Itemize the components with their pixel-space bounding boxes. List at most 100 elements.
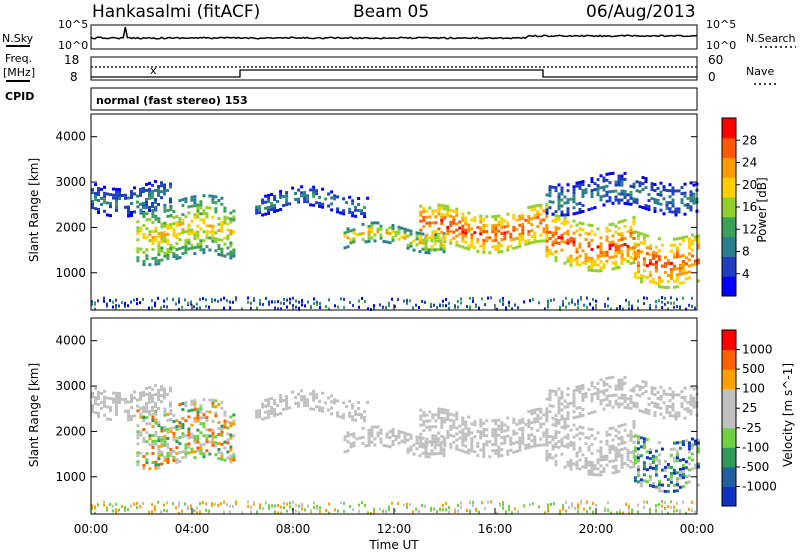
velocity-cell [469,511,471,515]
velocity-cell [229,504,231,508]
velocity-cell [166,392,169,396]
velocity-cell [136,398,139,402]
velocity-cell [617,469,621,473]
power-cell [178,220,182,224]
velocity-cell [509,439,513,443]
power-cell [187,241,191,245]
velocity-cell [636,447,640,451]
power-cell [672,267,676,271]
velocity-cell [560,396,564,400]
power-cell [654,260,658,264]
power-cell [563,222,567,226]
velocity-cell [211,434,215,438]
power-cell [193,246,197,250]
velocity-cell [647,409,651,413]
velocity-cell [154,409,158,413]
velocity-cell [547,503,549,507]
velocity-cell [623,393,627,397]
velocity-cell [611,471,615,475]
velocity-cell [190,447,194,451]
velocity-cell [521,441,525,445]
velocity-cell [605,433,609,437]
velocity-cell [675,489,679,493]
power-cell [160,190,163,194]
power-cell [184,248,188,252]
velocity-cell [593,467,597,471]
power-cell [619,305,621,308]
power-cell [548,237,552,240]
power-cell [360,212,364,216]
power-cell [476,237,480,241]
velocity-cell [578,387,582,391]
velocity-cell [145,422,149,426]
power-cell [178,300,180,304]
velocity-cell [689,397,693,401]
velocity-cell [645,456,649,460]
velocity-cell [593,464,597,468]
power-cell [187,301,189,305]
power-cell [270,202,274,205]
power-cell [659,208,663,212]
velocity-cell [512,441,516,445]
power-cell [669,267,673,271]
colorbar-swatch [722,157,736,178]
power-cell [633,257,637,261]
power-cell [115,190,118,194]
power-cell [193,234,197,238]
x-tick-label: 12:00 [377,522,412,536]
velocity-cell [494,440,498,443]
power-cell [590,207,594,211]
power-cell [196,233,200,237]
power-cell [306,197,310,201]
velocity-cell [690,452,694,456]
power-cell [578,201,582,205]
power-cell [689,181,693,185]
power-cell [554,214,558,218]
power-cell [434,209,438,213]
velocity-cell [479,433,483,437]
velocity-cell [205,508,207,512]
velocity-cell [578,425,582,429]
power-cell [145,206,149,210]
velocity-cell [193,456,197,460]
power-cell [157,259,161,263]
power-cell [554,229,558,233]
velocity-cell [313,506,315,509]
velocity-cell [169,389,172,393]
velocity-cell [479,424,483,428]
power-cell [539,218,543,222]
velocity-cell [452,413,456,417]
velocity-cell [672,489,676,493]
velocity-cell [267,412,271,416]
velocity-cell [689,412,693,416]
velocity-cell [193,402,197,406]
power-cell [696,240,700,244]
power-cell [321,202,325,206]
power-cell [692,195,696,199]
power-cell [166,247,170,251]
power-cell [133,210,136,214]
power-cell [560,233,564,237]
power-cell [229,241,233,245]
power-cell [279,196,283,199]
power-cell [580,296,582,300]
velocity-cell [439,451,443,455]
power-cell [566,256,570,260]
velocity-cell [91,407,94,411]
velocity-cell [656,396,660,400]
power-cell [235,296,237,300]
power-cell [205,230,209,234]
power-cell [154,229,158,233]
power-cell [530,241,534,245]
power-cell [157,220,161,224]
velocity-cell [554,445,558,449]
velocity-cell [351,403,355,407]
velocity-cell [599,455,603,459]
power-cell [648,274,652,278]
power-cell [666,274,670,277]
velocity-cell [175,440,179,444]
velocity-cell [593,410,597,414]
power-cell [683,182,687,186]
power-cell [285,194,289,198]
power-cell [313,302,315,305]
